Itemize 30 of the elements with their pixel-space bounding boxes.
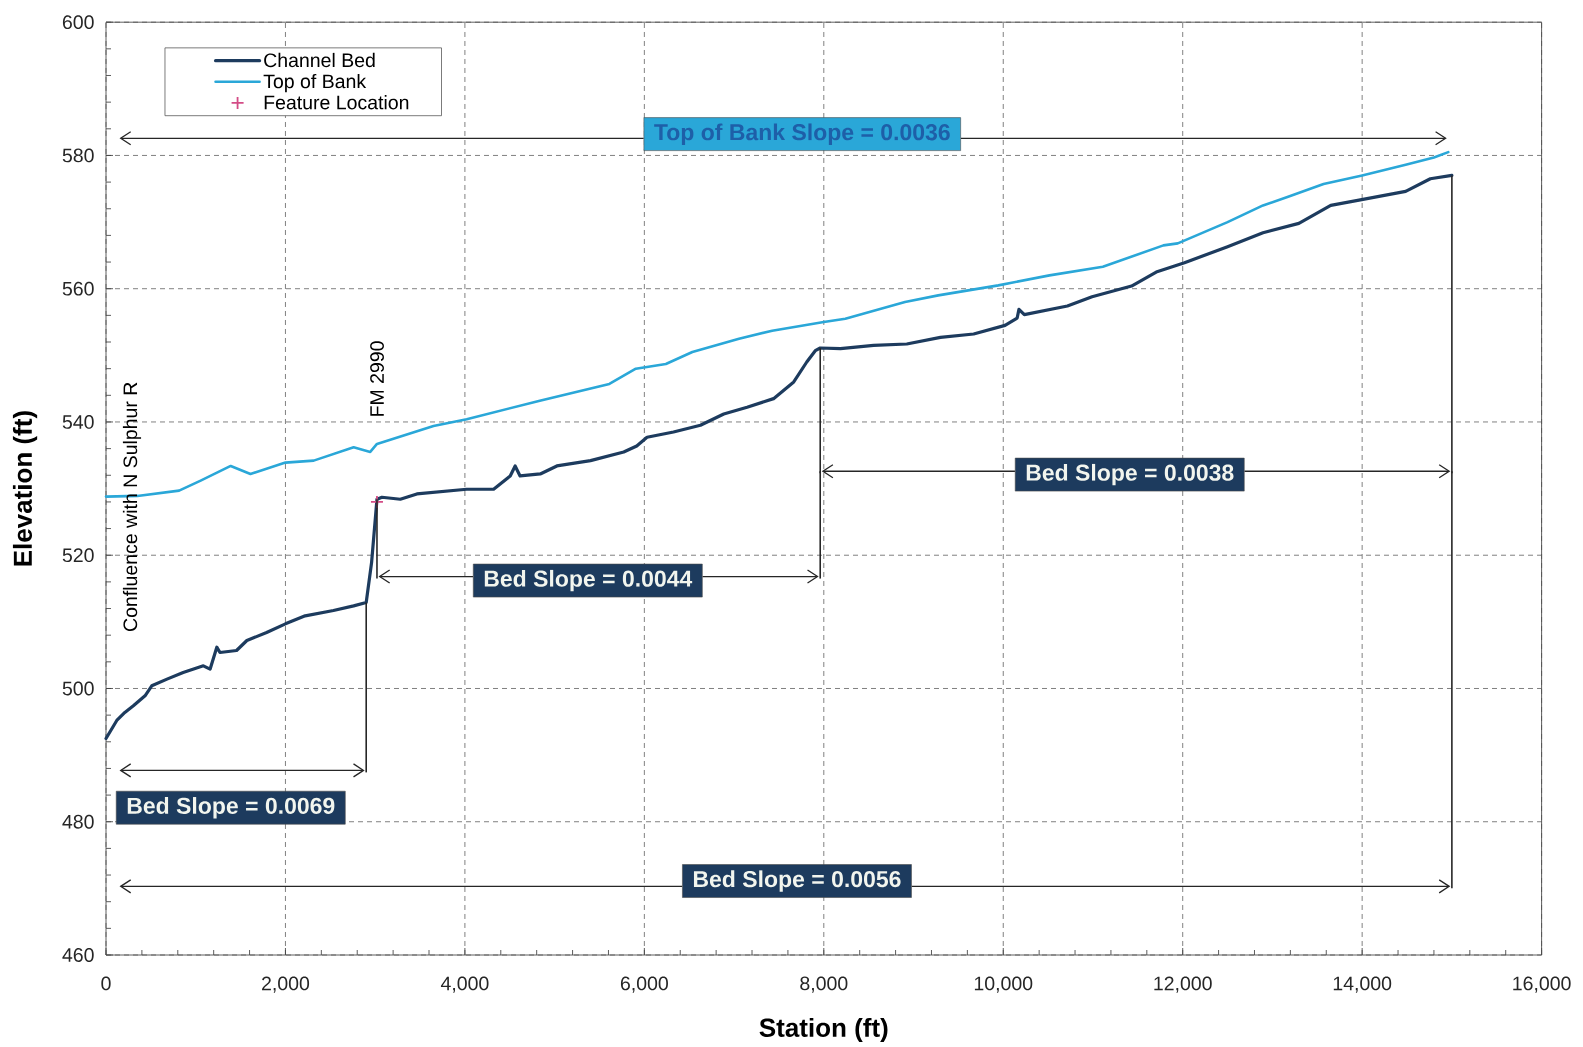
x-axis-title: Station (ft) [759,1017,888,1043]
legend-label: Channel Bed [264,52,375,68]
x-tick-label: 10,000 [974,976,1033,993]
legend-label: Feature Location [264,95,409,110]
y-tick-label: 520 [62,548,94,563]
x-tick-label: 12,000 [1154,976,1212,993]
legend-label: Top of Bank [263,73,367,93]
y-tick-label: 500 [62,681,94,696]
annotation: Bed Slope = 0.0069 [127,797,335,819]
x-tick-label: 4,000 [440,976,489,993]
line-series [104,173,1454,741]
annotation: Confluence with N Sulphur R [122,382,142,631]
x-tick-label: 16,000 [1513,976,1571,993]
x-tick-label: 6,000 [620,976,668,993]
y-tick-label: 560 [62,281,94,296]
y-tick-label: 540 [62,415,94,429]
annotation: FM 2990 [370,341,384,416]
y-axis-title: Elevation (ft) [12,411,38,566]
x-tick-label: 14,000 [1333,976,1392,993]
y-tick-label: 600 [62,15,94,30]
annotation: Bed Slope = 0.0056 [693,870,901,892]
x-tick-label: 2,000 [262,976,310,993]
annotation: Bed Slope = 0.0044 [484,569,693,592]
annotation: Top of Bank Slope = 0.0036 [654,123,950,145]
y-tick-label: 460 [62,948,94,962]
annotation: Bed Slope = 0.0038 [1026,463,1234,486]
y-tick-label: 480 [62,814,94,829]
x-tick-label: 8,000 [800,976,848,993]
y-tick-label: 580 [62,148,94,163]
x-tick-label: 0 [101,976,111,991]
